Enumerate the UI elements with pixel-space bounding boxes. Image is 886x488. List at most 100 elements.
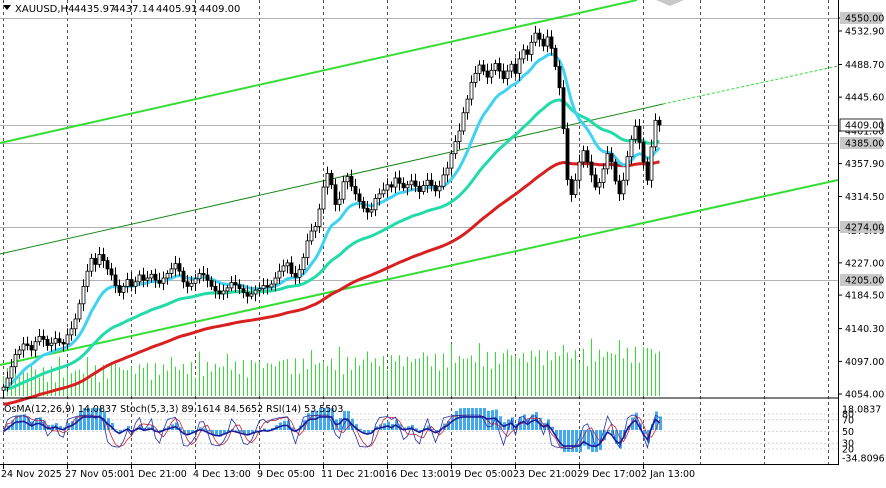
candle-body bbox=[29, 345, 34, 351]
osma-bar bbox=[571, 430, 574, 452]
candle-body bbox=[533, 32, 538, 43]
osma-bar bbox=[607, 430, 610, 431]
candle-body bbox=[197, 273, 202, 280]
candle-body bbox=[109, 268, 114, 276]
candle-body bbox=[569, 179, 574, 196]
candle-body bbox=[137, 274, 142, 283]
candle-body bbox=[313, 226, 318, 232]
osma-bar bbox=[615, 430, 618, 445]
candle-body bbox=[297, 269, 302, 278]
candle-body bbox=[165, 273, 170, 279]
candle-body bbox=[581, 150, 586, 163]
osma-bar bbox=[79, 411, 82, 430]
time-axis[interactable]: 24 Nov 2025 27 Nov 05:00 1 Dec 21:00 4 Dec … bbox=[1, 465, 695, 480]
candle-body bbox=[429, 179, 434, 186]
candle-body bbox=[425, 179, 430, 186]
candle-body bbox=[433, 185, 438, 192]
candle-body bbox=[509, 63, 514, 72]
candle-body bbox=[181, 270, 186, 283]
candle-body bbox=[69, 328, 74, 336]
candle-body bbox=[173, 263, 178, 270]
candle-body bbox=[477, 64, 482, 74]
candle-body bbox=[25, 343, 30, 346]
osma-bar bbox=[491, 410, 494, 430]
candle-body bbox=[345, 176, 350, 183]
price-tag-label: 4274.00 bbox=[845, 223, 884, 234]
price-tag bbox=[840, 274, 882, 286]
price-tick-label: 4445.60 bbox=[845, 93, 884, 104]
candle-body bbox=[309, 230, 314, 242]
osma-bar bbox=[463, 408, 466, 430]
price-tick-label: 4532.90 bbox=[845, 26, 884, 37]
indicator-tick-label: -34.8096 bbox=[842, 454, 885, 465]
candle-body bbox=[573, 179, 578, 196]
osma-bar bbox=[75, 417, 78, 430]
osma-bar bbox=[199, 427, 202, 430]
price-tick-label: 4488.70 bbox=[845, 60, 884, 71]
candle-body bbox=[277, 270, 282, 279]
time-tick-label: 27 Nov 05:00 bbox=[65, 469, 129, 480]
price-tag bbox=[840, 137, 882, 149]
price-tag bbox=[839, 118, 883, 132]
candle-body bbox=[161, 277, 166, 284]
candle-body bbox=[333, 184, 338, 205]
candle-body bbox=[493, 63, 498, 71]
osma-bar bbox=[403, 427, 406, 430]
price-tag-label: 4409.00 bbox=[845, 121, 884, 132]
candle-body bbox=[637, 126, 642, 143]
candle-body bbox=[117, 285, 122, 293]
candle-body bbox=[605, 153, 610, 170]
candle-body bbox=[641, 141, 646, 163]
indicator-subwindow bbox=[0, 408, 838, 452]
osma-bar bbox=[55, 423, 58, 430]
osma-bar bbox=[111, 422, 114, 430]
candle-body bbox=[337, 198, 342, 205]
indicator-tick-label: 80 bbox=[842, 410, 854, 421]
osma-bar bbox=[323, 408, 326, 430]
osma-bar bbox=[319, 408, 322, 430]
candle-body bbox=[601, 168, 606, 183]
candle-body bbox=[305, 240, 310, 258]
osma-bar bbox=[619, 430, 622, 449]
candle-body bbox=[225, 287, 230, 292]
osma-bar bbox=[127, 426, 130, 430]
candle-body bbox=[37, 335, 42, 343]
candle-body bbox=[501, 70, 506, 80]
candle-body bbox=[129, 279, 134, 287]
indicator-label: OsMA(12,26,9) 14.0837 Stoch(5,3,3) 89.16… bbox=[4, 404, 343, 415]
time-tick-label: 9 Dec 05:00 bbox=[257, 469, 315, 480]
time-tick-label: 23 Dec 21:00 bbox=[513, 469, 577, 480]
candle-body bbox=[405, 184, 410, 189]
price-tag-label: 4385.00 bbox=[845, 139, 884, 150]
candle-body bbox=[649, 146, 654, 181]
osma-bar bbox=[367, 430, 370, 435]
candle-body bbox=[125, 279, 130, 287]
osma-bar bbox=[327, 408, 330, 430]
scroll-arrow-icon[interactable] bbox=[656, 0, 684, 6]
candle-body bbox=[17, 349, 22, 355]
osma-bar bbox=[191, 430, 194, 433]
candle-body bbox=[521, 49, 526, 60]
chart-header-open: 4435.97 bbox=[74, 4, 115, 15]
candle-body bbox=[545, 36, 550, 47]
osma-bar bbox=[227, 430, 230, 433]
chevron-down-icon[interactable] bbox=[3, 5, 11, 10]
candle-body bbox=[617, 180, 622, 195]
candle-body bbox=[269, 283, 274, 288]
osma-bar bbox=[119, 430, 122, 433]
osma-bar bbox=[415, 428, 418, 430]
price-tick-label: 4314.50 bbox=[845, 192, 884, 203]
candle-body bbox=[409, 180, 414, 186]
candle-body bbox=[609, 153, 614, 163]
candle-body bbox=[157, 279, 162, 284]
price-tick-label: 4140.30 bbox=[845, 324, 884, 335]
candle-body bbox=[5, 377, 10, 388]
price-tag-label: 4205.00 bbox=[845, 276, 884, 287]
candle-body bbox=[653, 119, 658, 148]
stoch-main-line bbox=[3, 414, 660, 450]
candle-body bbox=[169, 268, 174, 274]
candle-body bbox=[593, 174, 598, 188]
